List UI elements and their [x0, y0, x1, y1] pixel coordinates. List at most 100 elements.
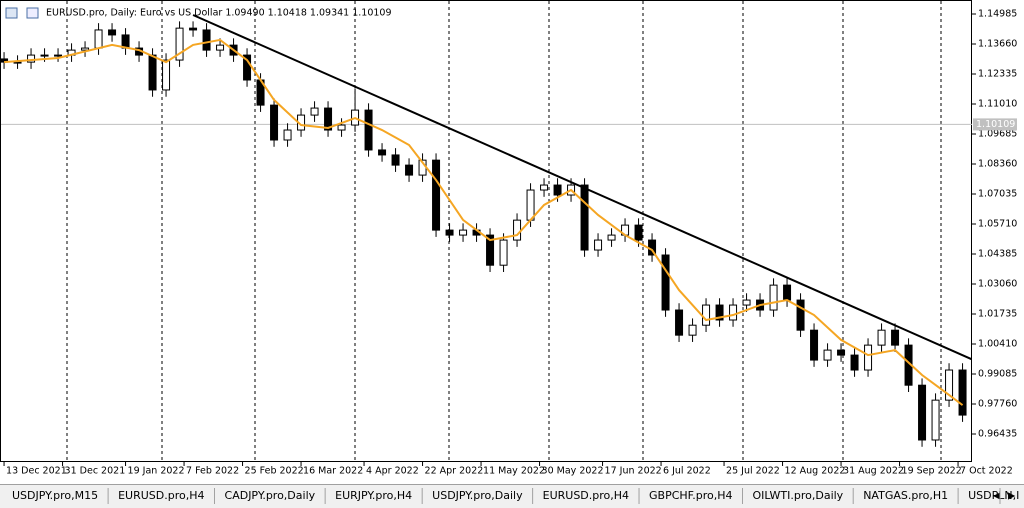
y-tick-label: 1.03060	[978, 278, 1017, 289]
toolbar-icons[interactable]	[5, 7, 39, 19]
tab-label[interactable]: OILWTI.pro,Daily	[753, 489, 844, 502]
candle-body	[837, 349, 846, 356]
x-tick-label: 13 Dec 2021	[6, 466, 67, 477]
tab-label[interactable]: NATGAS.pro,H1	[863, 489, 948, 502]
trendline	[192, 14, 972, 361]
candle-body	[216, 44, 225, 51]
x-tick-label: 16 Mar 2022	[303, 466, 363, 477]
candle-body	[769, 284, 778, 311]
tab-label[interactable]: EURUSD.pro,H4	[118, 489, 204, 502]
plot-frame	[0, 0, 972, 462]
x-tick-label: 30 May 2022	[542, 466, 604, 477]
candle-body	[54, 54, 63, 57]
y-tick-label: 1.09685	[978, 128, 1017, 139]
candle-body	[702, 304, 711, 326]
candle-body	[850, 354, 859, 371]
candle-body	[729, 304, 738, 321]
tab[interactable]: USDJPY.pro,Daily	[432, 488, 534, 504]
candle-body	[783, 284, 792, 301]
candle-body	[540, 184, 549, 191]
candle-body	[864, 344, 873, 371]
tab[interactable]: EURJPY.pro,H4	[335, 488, 423, 504]
candle-body	[958, 369, 967, 416]
chart-title: EURUSD.pro, Daily: Euro vs US Dollar 1.0…	[46, 8, 392, 19]
candle-body	[13, 61, 22, 64]
y-tick-label: 1.00410	[978, 338, 1017, 349]
x-tick-label: 31 Aug 2022	[843, 466, 904, 477]
candle-body	[715, 304, 724, 321]
candle-body	[283, 129, 292, 141]
candle-body	[661, 254, 670, 311]
candle-body	[391, 154, 400, 166]
tab-label[interactable]: USDJPY.pro,M15	[12, 489, 98, 502]
tab-label[interactable]: USDPLN,I	[968, 489, 1019, 502]
candle-body	[0, 58, 9, 63]
candle-body	[931, 399, 940, 441]
candle-body	[675, 309, 684, 336]
tab-label[interactable]: CADJPY.pro,Daily	[225, 489, 316, 502]
candle-body	[945, 369, 954, 401]
x-tick-label: 31 Dec 2021	[65, 466, 126, 477]
y-tick-label: 0.97760	[978, 398, 1017, 409]
x-tick-label: 25 Jul 2022	[726, 466, 780, 477]
y-tick-label: 0.99085	[978, 368, 1017, 379]
candle-body	[27, 54, 36, 63]
y-tick-label: 1.04385	[978, 248, 1017, 259]
candle-body	[310, 107, 319, 116]
candle-body	[405, 164, 414, 176]
candle-body	[40, 54, 49, 57]
candle-body	[108, 29, 117, 36]
tab-scroll-left[interactable]: ◀	[993, 491, 1001, 502]
y-tick-label: 1.01735	[978, 308, 1017, 319]
candle-body	[459, 229, 468, 236]
x-tick-label: 6 Jul 2022	[663, 466, 711, 477]
x-tick-label: 25 Feb 2022	[245, 466, 304, 477]
x-tick-label: 11 May 2022	[483, 466, 545, 477]
candle-body	[81, 47, 90, 51]
y-tick-label: 1.13660	[978, 38, 1017, 49]
current-price-label: 1.10109	[976, 119, 1015, 130]
y-tick-label: 1.08360	[978, 158, 1017, 169]
tab-scroll-right[interactable]: ▶	[1008, 491, 1016, 502]
tab-label[interactable]: EURJPY.pro,H4	[335, 489, 412, 502]
candle-body	[337, 124, 346, 131]
candle-body	[162, 59, 171, 91]
tab-label[interactable]: EURUSD.pro,H4	[543, 489, 629, 502]
tab-label[interactable]: USDJPY.pro,Daily	[432, 489, 523, 502]
tab[interactable]: USDPLN,I	[968, 488, 1019, 504]
candle-body	[796, 299, 805, 331]
candle-body	[432, 159, 441, 231]
candle-body	[499, 239, 508, 266]
candle-body	[580, 184, 589, 251]
x-tick-label: 17 Jun 2022	[605, 466, 662, 477]
tab[interactable]: EURUSD.pro,H4	[543, 488, 640, 504]
candle-body	[94, 29, 103, 49]
tab[interactable]: EURUSD.pro,H4	[118, 488, 216, 504]
candle-body	[445, 229, 454, 236]
candle-body	[148, 54, 157, 91]
candle-body	[553, 184, 562, 196]
y-tick-label: 1.11010	[978, 98, 1017, 109]
tab-label[interactable]: GBPCHF.pro,H4	[649, 489, 732, 502]
tab[interactable]: OILWTI.pro,Daily	[753, 488, 854, 504]
candle-body	[189, 27, 198, 31]
tab[interactable]: USDJPY.pro,M15	[12, 488, 109, 504]
candle-body	[891, 329, 900, 346]
tab[interactable]: GBPCHF.pro,H4	[649, 488, 744, 504]
x-tick-label: 19 Jan 2022	[128, 466, 185, 477]
y-tick-label: 1.14985	[978, 8, 1017, 19]
tab[interactable]: NATGAS.pro,H1	[863, 488, 959, 504]
tab[interactable]: CADJPY.pro,Daily	[225, 488, 326, 504]
x-tick-label: 22 Apr 2022	[425, 466, 484, 477]
candle-body	[243, 54, 252, 81]
y-tick-label: 1.05710	[978, 218, 1017, 229]
candle-body	[378, 149, 387, 156]
candle-body	[918, 384, 927, 441]
candle-body	[526, 189, 535, 221]
x-tick-label: 19 Sep 2022	[902, 466, 962, 477]
candle-body	[634, 224, 643, 241]
x-tick-label: 12 Aug 2022	[785, 466, 846, 477]
current-price-box	[973, 118, 1017, 131]
candle-body	[688, 324, 697, 336]
candle-body	[823, 349, 832, 361]
